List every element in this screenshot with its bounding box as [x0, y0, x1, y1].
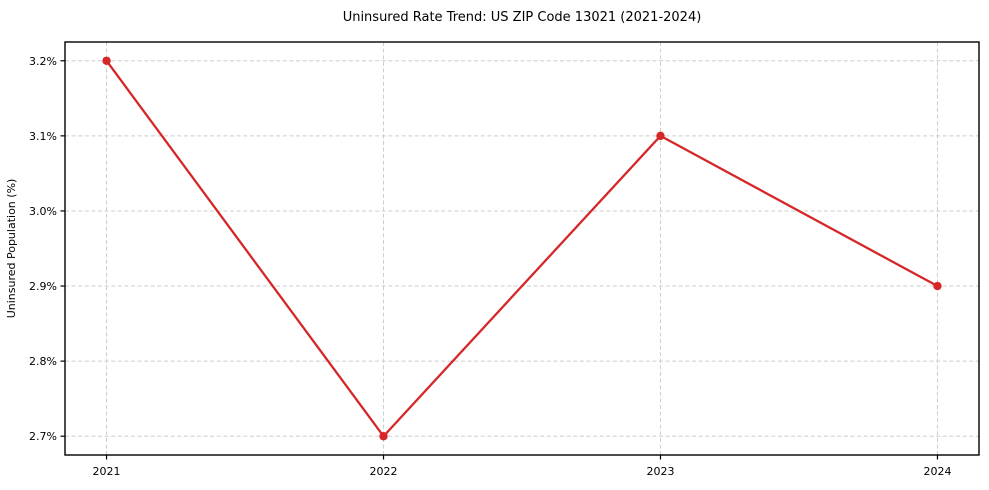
- axes: [60, 60, 939, 460]
- y-tick-label: 3.0%: [29, 205, 57, 218]
- data-point: [933, 281, 942, 291]
- x-tick-label: 2022: [370, 465, 398, 478]
- y-tick-label: 2.7%: [29, 430, 57, 443]
- data-series: [102, 56, 942, 441]
- data-point: [379, 432, 388, 441]
- x-tick-label: 2024: [923, 465, 951, 478]
- tick-labels: 2021 2022 2023 2024 2.7% 2.8% 2.9% 3.0% 3.1% 3.2%: [29, 55, 951, 478]
- y-tick-label: 3.1%: [29, 130, 57, 143]
- x-tick-label: 2023: [646, 465, 674, 478]
- plot-border: [64, 41, 980, 456]
- data-point: [102, 56, 111, 65]
- plot-area: [65, 42, 979, 455]
- y-tick-label: 3.2%: [29, 55, 57, 68]
- data-point: [656, 131, 665, 141]
- y-axis-label: Uninsured Population (%): [5, 179, 18, 319]
- trend-line: [105, 59, 939, 438]
- gridlines: [65, 42, 979, 455]
- y-tick-label: 2.8%: [29, 355, 57, 368]
- x-tick-label: 2021: [93, 465, 121, 478]
- chart-title: Uninsured Rate Trend: US ZIP Code 13021 …: [343, 10, 702, 25]
- y-tick-label: 2.9%: [29, 280, 57, 293]
